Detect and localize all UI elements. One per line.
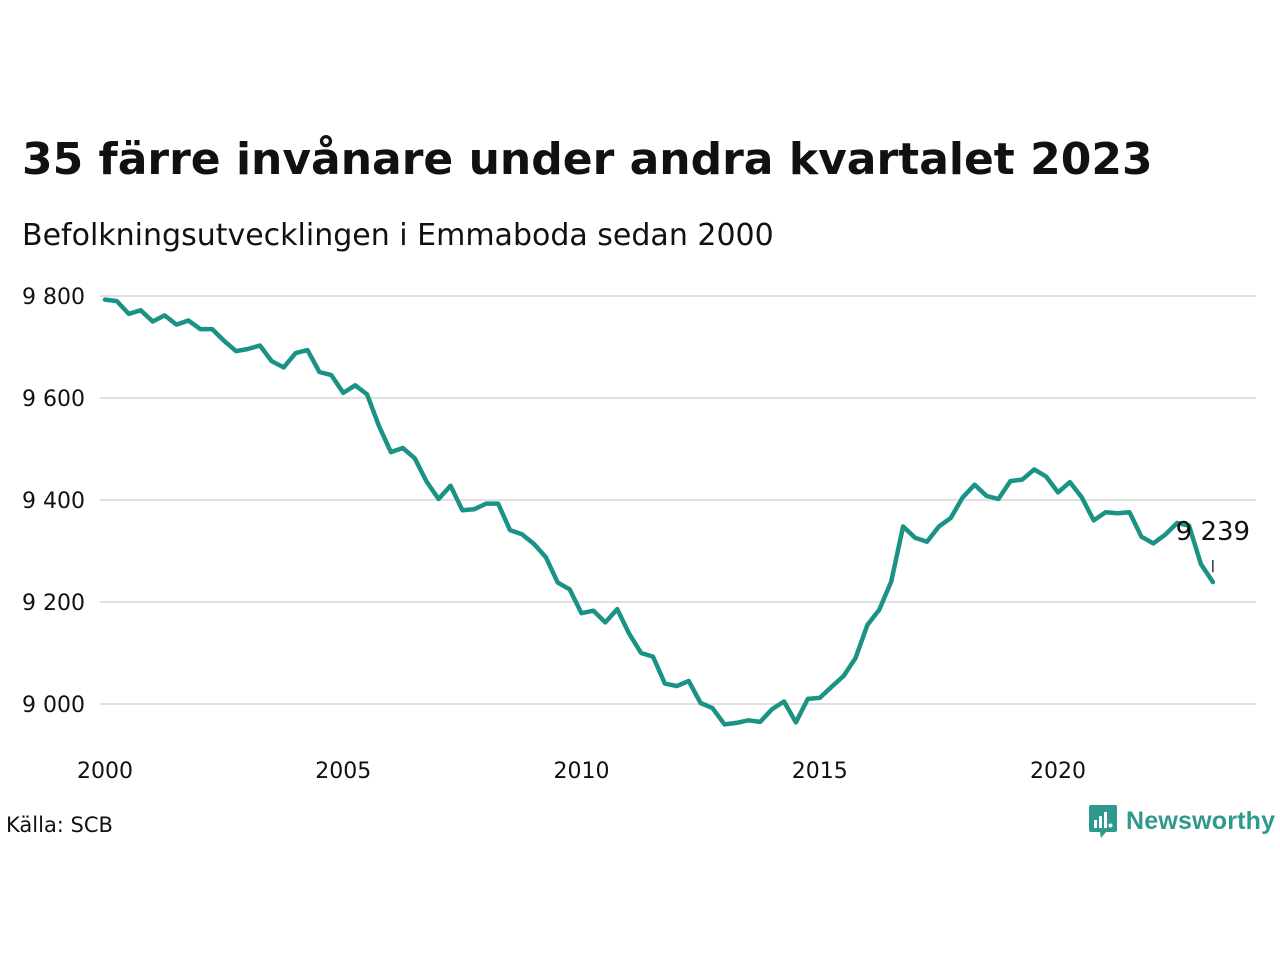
y-tick-label: 9 200 <box>22 591 85 616</box>
y-axis: 9 000 9 200 9 400 9 600 9 800 <box>22 285 85 718</box>
series-layer <box>102 297 1216 727</box>
x-tick-label: 2005 <box>315 759 371 784</box>
x-tick-label: 2020 <box>1030 759 1086 784</box>
x-tick-label: 2015 <box>792 759 848 784</box>
source-note: Källa: SCB <box>6 813 113 837</box>
annotation-label: 9 239 <box>1176 517 1250 547</box>
x-axis: 2000 2005 2010 2015 2020 <box>77 759 1086 784</box>
chart-subtitle: Befolkningsutvecklingen i Emmaboda sedan… <box>22 218 774 253</box>
annotation-layer: 9 239 <box>1176 517 1250 573</box>
y-tick-label: 9 000 <box>22 693 85 718</box>
newsworthy-logo[interactable]: Newsworthy <box>1088 803 1275 839</box>
y-tick-label: 9 400 <box>22 489 85 514</box>
x-tick-label: 2010 <box>554 759 610 784</box>
y-tick-label: 9 800 <box>22 285 85 310</box>
gridlines <box>100 295 1256 705</box>
bar-chart-speech-bubble-icon <box>1089 805 1117 838</box>
chart-title: 35 färre invånare under andra kvartalet … <box>22 134 1153 185</box>
logo-text: Newsworthy <box>1126 806 1276 835</box>
y-tick-label: 9 600 <box>22 387 85 412</box>
x-tick-label: 2000 <box>77 759 133 784</box>
series-line <box>102 297 1216 727</box>
